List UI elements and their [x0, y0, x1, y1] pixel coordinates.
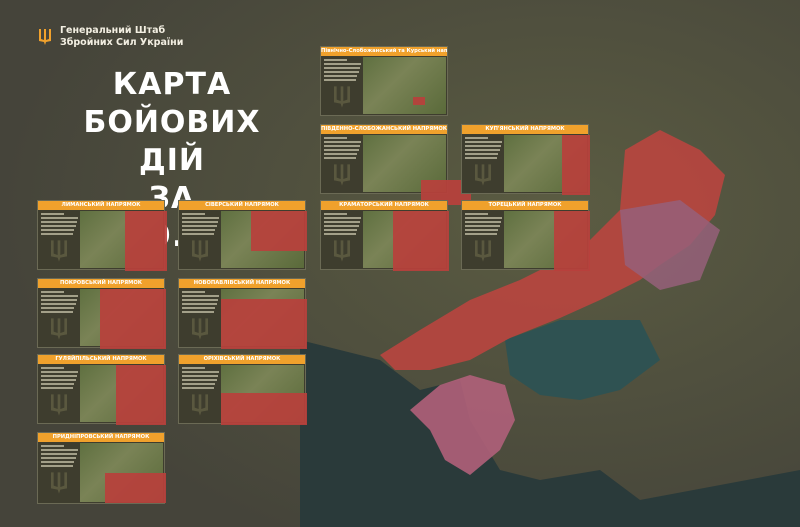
panel-text: [465, 137, 503, 161]
panel-novopavlivsk: НОВОПАВЛІВСЬКИЙ НАПРЯМОК: [178, 278, 307, 349]
panel-map: [80, 211, 167, 271]
trident-icon: [192, 318, 208, 340]
occupied-area: [100, 289, 166, 349]
panel-title: КРАМАТОРСЬКИЙ НАПРЯМОК: [321, 201, 447, 210]
trident-icon: [192, 394, 208, 416]
occupied-area: [562, 135, 590, 195]
panel-title: СІВЕРСЬКИЙ НАПРЯМОК: [179, 201, 305, 210]
trident-icon: [475, 240, 491, 262]
occupied-area: [116, 365, 166, 425]
panel-text: [41, 445, 79, 469]
trident-icon: [51, 240, 67, 262]
panel-huliaipole: ГУЛЯЙПІЛЬСЬКИЙ НАПРЯМОК: [37, 354, 166, 425]
trident-icon: [51, 394, 67, 416]
occupied-area: [413, 97, 425, 105]
panel-text: [182, 213, 220, 237]
panel-text: [182, 291, 220, 315]
general-staff-logo: Генеральний Штаб Збройних Сил України: [38, 25, 183, 49]
trident-icon: [475, 164, 491, 186]
trident-icon: [51, 318, 67, 340]
trident-icon: [51, 472, 67, 494]
title-line: БОЙОВИХ ДІЙ: [83, 105, 261, 178]
occupied-area: [221, 299, 307, 349]
trident-icon: [334, 86, 350, 108]
panel-north: Північно-Слобожанський та Курський напря…: [320, 46, 448, 116]
panel-map: [363, 211, 449, 271]
panel-title: НОВОПАВЛІВСЬКИЙ НАПРЯМОК: [179, 279, 305, 288]
panel-title: КУП'ЯНСЬКИЙ НАПРЯМОК: [462, 125, 588, 134]
panel-toretsk: ТОРЕЦЬКИЙ НАПРЯМОК: [461, 200, 590, 271]
panel-title: ПІВДЕННО-СЛОБОЖАНСЬКИЙ НАПРЯМОК: [321, 125, 447, 134]
panel-title: ПРИДНІПРОВСЬКИЙ НАПРЯМОК: [38, 433, 164, 442]
trident-icon: [334, 164, 350, 186]
panel-south-sloboz: ПІВДЕННО-СЛОБОЖАНСЬКИЙ НАПРЯМОК: [320, 124, 471, 205]
panel-map: [221, 289, 307, 349]
panel-text: [465, 213, 503, 237]
panel-text: [41, 291, 79, 315]
org-name-line2: Збройних Сил України: [60, 37, 184, 48]
panel-text: [324, 213, 362, 237]
title-line: КАРТА: [112, 67, 232, 102]
panel-title: Північно-Слобожанський та Курський напря…: [321, 47, 447, 56]
panel-text: [41, 367, 79, 391]
trident-icon: [39, 29, 51, 45]
panel-lyman: ЛИМАНСЬКИЙ НАПРЯМОК: [37, 200, 167, 271]
azov-sea: [505, 320, 660, 400]
occupied-territory: [380, 130, 725, 370]
panel-map: [221, 211, 307, 268]
panel-map: [221, 365, 307, 425]
panel-map: [363, 135, 471, 205]
panel-map: [80, 365, 166, 425]
panel-title: ПОКРОВСЬКИЙ НАПРЯМОК: [38, 279, 164, 288]
occupied-area: [105, 473, 166, 503]
panel-map: [363, 57, 446, 114]
panel-kramatorsk: КРАМАТОРСЬКИЙ НАПРЯМОК: [320, 200, 449, 271]
occupied-area: [393, 211, 449, 271]
panel-map: [80, 443, 166, 503]
panel-kupiansk: КУП'ЯНСЬКИЙ НАПРЯМОК: [461, 124, 590, 195]
occupied-area: [125, 211, 167, 271]
panel-map: [80, 289, 166, 349]
panel-text: [324, 137, 362, 161]
panel-map: [504, 211, 590, 271]
black-sea: [300, 340, 800, 527]
panel-orikhiv: ОРІХІВСЬКИЙ НАПРЯМОК: [178, 354, 307, 425]
occupied-area: [221, 393, 307, 425]
panel-title: ТОРЕЦЬКИЙ НАПРЯМОК: [462, 201, 588, 210]
trident-icon: [192, 240, 208, 262]
panel-prydniprovsk: ПРИДНІПРОВСЬКИЙ НАПРЯМОК: [37, 432, 166, 504]
panel-text: [41, 213, 79, 237]
panel-text: [324, 59, 362, 83]
org-name-line1: Генеральний Штаб: [60, 25, 166, 36]
occupied-area: [554, 211, 590, 271]
panel-siversk: СІВЕРСЬКИЙ НАПРЯМОК: [178, 200, 307, 270]
panel-title: ЛИМАНСЬКИЙ НАПРЯМОК: [38, 201, 164, 210]
occupied-donbas: [620, 200, 720, 290]
panel-map: [504, 135, 590, 195]
panel-title: ГУЛЯЙПІЛЬСЬКИЙ НАПРЯМОК: [38, 355, 164, 364]
panel-title: ОРІХІВСЬКИЙ НАПРЯМОК: [179, 355, 305, 364]
trident-icon: [334, 240, 350, 262]
occupied-area: [251, 211, 307, 251]
crimea: [410, 375, 515, 475]
panel-text: [182, 367, 220, 391]
panel-pokrovsk: ПОКРОВСЬКИЙ НАПРЯМОК: [37, 278, 166, 349]
